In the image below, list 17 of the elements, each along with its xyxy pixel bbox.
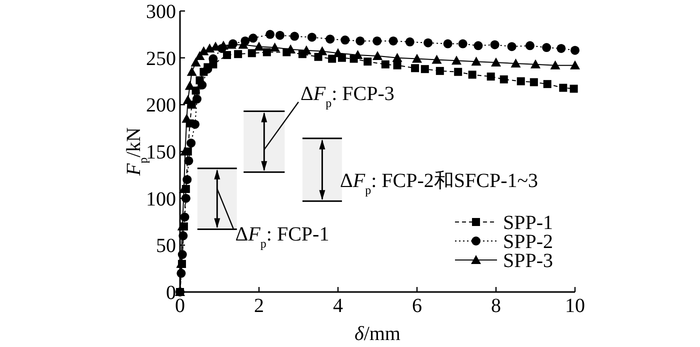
y-tick-label: 50: [156, 235, 176, 258]
band-label: ΔF$_{p}$: FCP-3: [300, 82, 394, 110]
legend-label: SPP-1: [503, 212, 554, 234]
x-tick-label: 2: [254, 295, 264, 317]
y-tick-label: 200: [146, 94, 176, 117]
y-tick-label: 300: [146, 1, 176, 23]
legend-label: SPP-3: [503, 250, 554, 272]
x-tick-label: 8: [491, 295, 501, 317]
y-tick-label: 100: [146, 188, 176, 210]
band-label: ΔF$_{p}$: FCP-1: [235, 223, 330, 250]
x-tick-label: 6: [412, 295, 422, 317]
x-tick-label: 4: [333, 295, 343, 317]
legend-label: SPP-2: [503, 231, 554, 253]
x-tick-label: 10: [565, 295, 585, 317]
y-tick-label: 250: [146, 48, 176, 70]
band-label: ΔF$_{p}$: FCP-2和SFCP-1~3: [340, 170, 538, 198]
x-axis-title: δ/mm: [354, 323, 401, 345]
